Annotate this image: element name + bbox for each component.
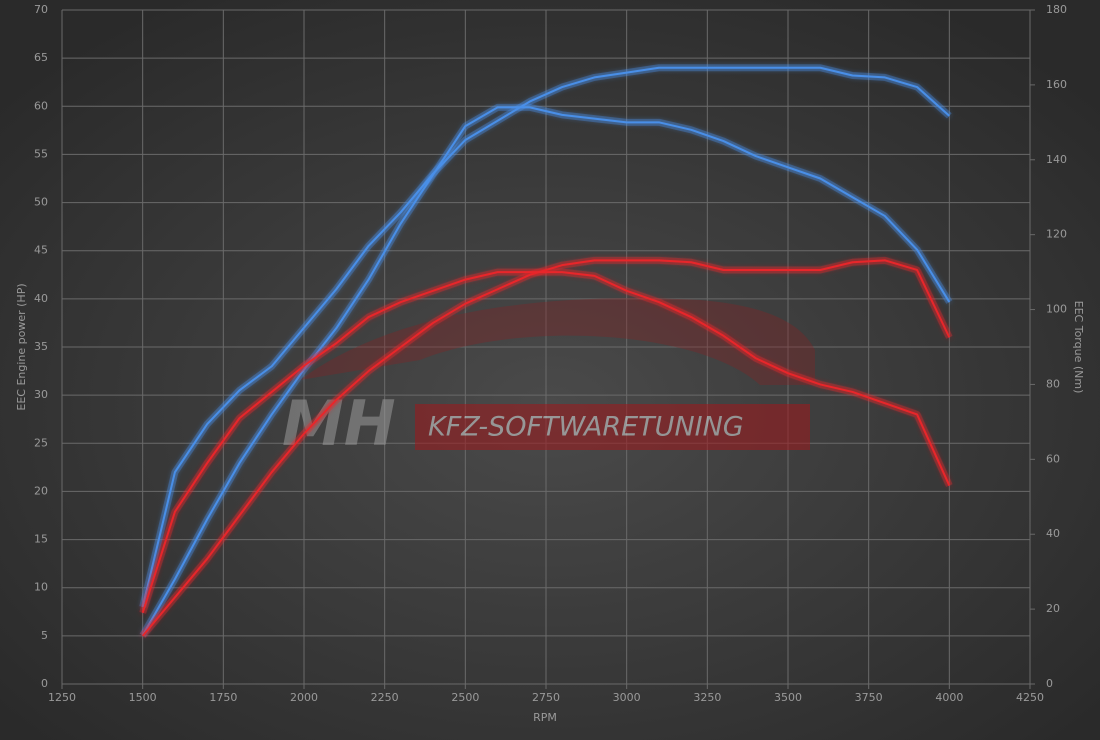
- y2-axis-label: EEC Torque (Nm): [1072, 301, 1085, 394]
- y-tick-label: 5: [41, 629, 48, 642]
- x-tick-label: 1250: [48, 691, 76, 704]
- series-line: [141, 271, 951, 614]
- series-line: [141, 66, 950, 608]
- y-tick-label: 20: [34, 484, 48, 497]
- y-tick-label: 10: [34, 581, 48, 594]
- y-tick-label: 15: [34, 533, 48, 546]
- y2-tick-label: 120: [1046, 228, 1067, 241]
- y-tick-label: 30: [34, 388, 48, 401]
- x-tick-label: 1750: [209, 691, 237, 704]
- y2-tick-label: 160: [1046, 78, 1067, 91]
- watermark-text: MH: [282, 387, 396, 460]
- y-tick-label: 40: [34, 292, 48, 305]
- series-line: [141, 259, 951, 637]
- y2-tick-label: 40: [1046, 527, 1060, 540]
- x-tick-label: 3000: [613, 691, 641, 704]
- grid: [61, 9, 1035, 689]
- y2-tick-label: 140: [1046, 153, 1067, 166]
- watermark: MH KFZ-SOFTWARETUNING: [282, 298, 815, 460]
- x-tick-label: 4250: [1016, 691, 1044, 704]
- watermark-band: [415, 404, 810, 450]
- x-tick-label: 3250: [693, 691, 721, 704]
- x-tick-label: 2250: [371, 691, 399, 704]
- y-tick-label: 45: [34, 244, 48, 257]
- watermark-car: [300, 298, 815, 385]
- y-axis-label: EEC Engine power (HP): [15, 283, 28, 410]
- y-tick-label: 70: [34, 3, 48, 16]
- y-tick-label: 0: [41, 677, 48, 690]
- y2-tick-label: 0: [1046, 677, 1053, 690]
- x-tick-label: 3750: [855, 691, 883, 704]
- y-tick-label: 65: [34, 51, 48, 64]
- x-axis-label: RPM: [533, 711, 557, 724]
- x-tick-label: 2750: [532, 691, 560, 704]
- y-tick-label: 25: [34, 436, 48, 449]
- y-tick-label: 55: [34, 147, 48, 160]
- series-line: [141, 106, 951, 636]
- x-tick-label: 4000: [935, 691, 963, 704]
- x-tick-label: 3500: [774, 691, 802, 704]
- watermark-text: KFZ-SOFTWARETUNING: [428, 412, 744, 443]
- y-tick-label: 60: [34, 99, 48, 112]
- y2-tick-label: 100: [1046, 303, 1067, 316]
- y2-tick-label: 60: [1046, 452, 1060, 465]
- y2-tick-label: 20: [1046, 602, 1060, 615]
- x-tick-label: 1500: [129, 691, 157, 704]
- y-tick-label: 35: [34, 340, 48, 353]
- y2-tick-label: 80: [1046, 377, 1060, 390]
- y2-tick-label: 180: [1046, 3, 1067, 16]
- x-tick-label: 2000: [290, 691, 318, 704]
- y-tick-label: 50: [34, 196, 48, 209]
- x-tick-label: 2500: [451, 691, 479, 704]
